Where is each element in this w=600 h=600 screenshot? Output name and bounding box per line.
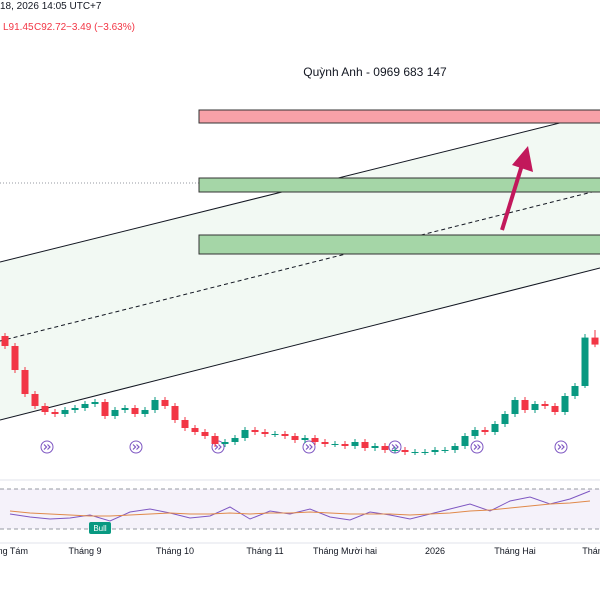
candle-body — [61, 410, 69, 414]
x-tick-label: Tháng Tám — [0, 546, 28, 556]
event-icon — [470, 440, 484, 454]
candle-body — [251, 430, 259, 432]
candle-body — [511, 400, 519, 414]
event-icon — [554, 440, 568, 454]
candle-body — [31, 394, 39, 406]
candle-body — [211, 436, 219, 444]
candle-body — [201, 432, 209, 436]
x-tick-label: 2026 — [425, 546, 445, 556]
candle-body — [121, 408, 129, 410]
candle-body — [111, 410, 119, 416]
candle-body — [101, 402, 109, 416]
candle-body — [331, 444, 339, 445]
arrow-shaft — [500, 164, 524, 231]
x-tick-label: Tháng Hai — [494, 546, 536, 556]
candle-body — [521, 400, 529, 410]
event-icon — [302, 440, 316, 454]
candle-body — [51, 412, 59, 414]
rsi-pane — [0, 488, 600, 530]
candle-body — [441, 450, 449, 451]
candle-body — [491, 424, 499, 432]
candle-body — [161, 400, 169, 406]
candle-body — [581, 337, 589, 386]
time-axis: Tháng Tám Tháng 9 Tháng 10 Tháng 11 Tháng Mư… — [0, 546, 600, 556]
candle-body — [401, 450, 409, 452]
candle-body — [351, 442, 359, 446]
candle-body — [531, 404, 539, 410]
candle-body — [411, 452, 419, 453]
candle-body — [281, 434, 289, 436]
candle-body — [291, 436, 299, 440]
resistance-zone — [198, 109, 600, 124]
x-tick-label: Tháng — [582, 546, 600, 556]
drawings — [0, 109, 600, 421]
channel-bottom — [0, 267, 600, 421]
channel-mid — [0, 189, 600, 342]
x-tick-label: Tháng 9 — [68, 546, 101, 556]
bull-label: Bull — [93, 524, 107, 533]
candle-body — [11, 346, 19, 370]
candle-body — [451, 446, 459, 450]
candle-body — [461, 436, 469, 446]
candle-body — [391, 450, 399, 451]
candle-body — [131, 408, 139, 414]
candle-body — [541, 404, 549, 406]
candle-body — [431, 450, 439, 452]
arrow-head — [512, 146, 533, 172]
bull-badge — [89, 522, 111, 534]
header-low: L91.45 — [3, 22, 34, 33]
candle-body — [261, 432, 269, 434]
candle-body — [271, 434, 279, 435]
candle-body — [21, 370, 29, 394]
event-icon — [40, 440, 54, 454]
event-icons — [40, 440, 568, 454]
candle-body — [151, 400, 159, 410]
candle-body — [81, 404, 89, 408]
support-zone — [198, 177, 600, 193]
candle-body — [591, 337, 599, 345]
candle-body — [321, 442, 329, 444]
candle-body — [471, 430, 479, 436]
x-tick-label: Tháng 11 — [246, 546, 283, 556]
candle-body — [381, 446, 389, 450]
header-change: −3.49 (−3.63%) — [66, 22, 135, 33]
candles — [1, 330, 599, 455]
rsi-line — [9, 500, 591, 517]
support-zone — [198, 234, 600, 255]
candle-body — [41, 406, 49, 412]
candle-body — [371, 446, 379, 448]
candle-body — [481, 430, 489, 432]
candle-body — [501, 414, 509, 424]
candle-body — [171, 406, 179, 420]
candle-body — [551, 406, 559, 412]
candle-body — [71, 408, 79, 410]
candle-body — [421, 452, 429, 453]
candle-body — [181, 420, 189, 428]
candle-body — [361, 442, 369, 448]
header-time: 18, 2026 14:05 UTC+7 — [0, 1, 102, 12]
candle-body — [561, 396, 569, 412]
candle-body — [341, 444, 349, 446]
candle-body — [191, 428, 199, 432]
candle-body — [91, 402, 99, 404]
candle-body — [571, 386, 579, 396]
candle-body — [301, 438, 309, 440]
header-close: C92.72 — [34, 22, 67, 33]
watermark: Quỳnh Anh - 0969 683 147 — [303, 65, 447, 79]
event-icon — [129, 440, 143, 454]
candle-body — [311, 438, 319, 442]
candle-body — [231, 438, 239, 442]
candle-body — [141, 410, 149, 414]
candle-body — [241, 430, 249, 438]
channel-fill — [0, 113, 600, 420]
candle-body — [221, 442, 229, 444]
candle-body — [1, 336, 9, 346]
x-tick-label: Tháng 10 — [156, 546, 194, 556]
x-tick-label: Tháng Mười hai — [313, 546, 377, 556]
